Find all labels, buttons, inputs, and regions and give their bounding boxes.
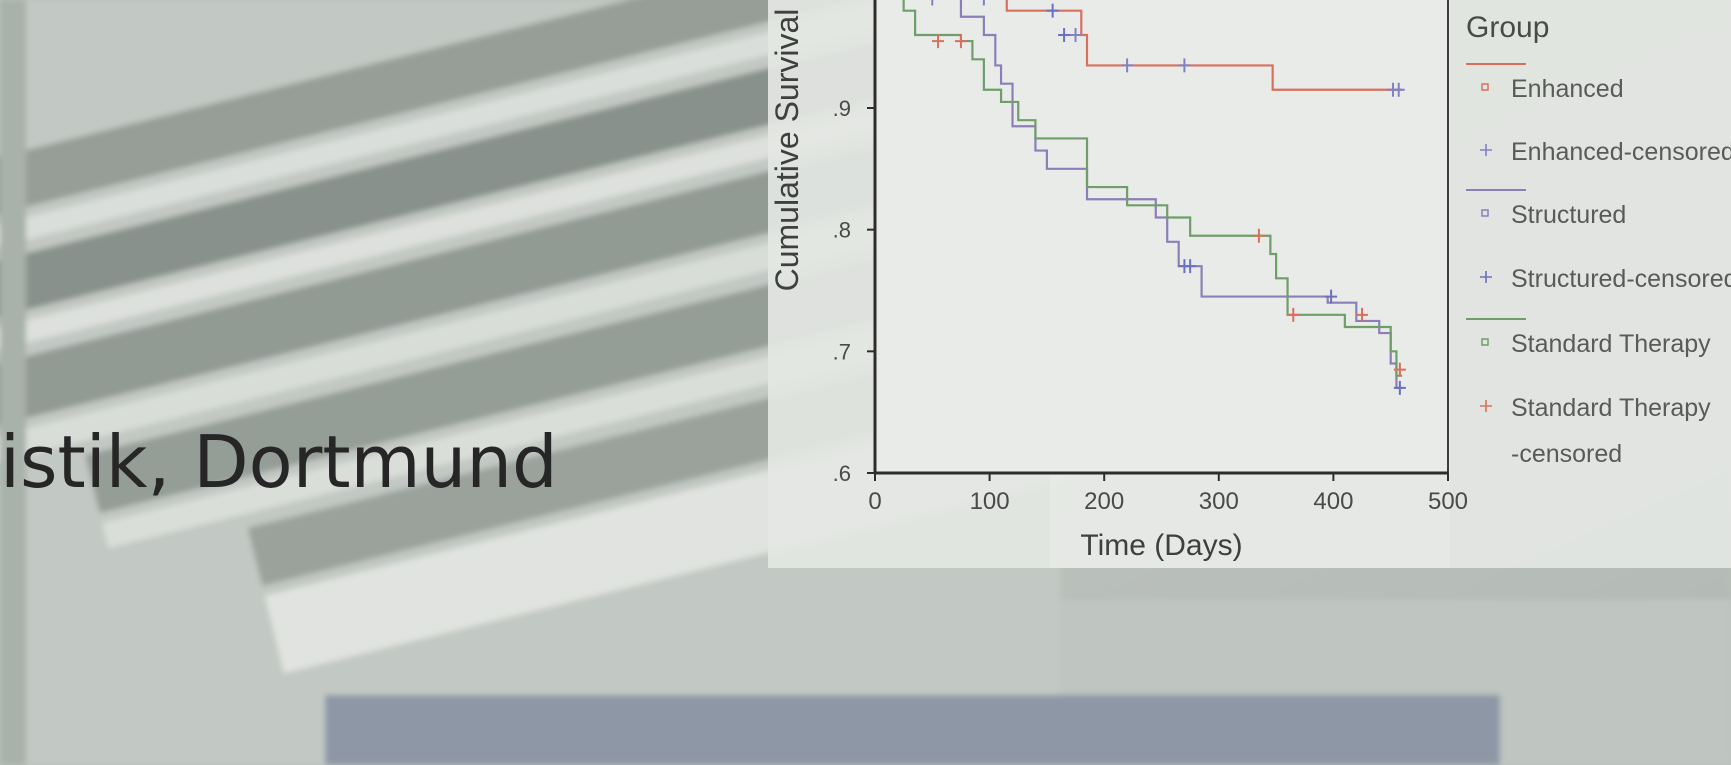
censored-mark-standard-therapy — [954, 34, 967, 49]
legend-label: Enhanced — [1511, 75, 1624, 103]
legend-label: Structured-censored — [1511, 265, 1731, 293]
censored-mark-enhanced — [931, 0, 934, 6]
censored-mark-structured — [1184, 259, 1197, 274]
legend-marker-square — [1481, 209, 1489, 217]
censored-mark-enhanced — [1069, 28, 1082, 42]
censored-mark-structured — [1046, 3, 1059, 18]
legend-marker-plus — [1480, 400, 1492, 412]
legend-label: Enhanced-censored — [1511, 138, 1731, 166]
y-tick-label: .6 — [833, 461, 851, 486]
censored-mark-enhanced — [982, 0, 985, 6]
censored-mark-enhanced — [1178, 58, 1191, 73]
chart-legend: Group Enhanced Enhanced-censored Structured… — [1466, 11, 1731, 468]
censored-mark-standard-therapy — [932, 34, 945, 49]
censored-mark-structured — [1058, 28, 1071, 42]
censored-mark-enhanced — [1392, 82, 1405, 97]
censored-mark-structured — [1325, 289, 1338, 304]
x-tick-label: 0 — [868, 488, 881, 515]
censored-mark-standard-therapy — [1252, 228, 1265, 243]
y-tick-label: .9 — [833, 96, 851, 121]
y-tick-label: .7 — [833, 339, 851, 364]
plot-area — [874, 0, 1449, 474]
series-line-structured — [959, 0, 1403, 389]
censored-mark-standard-therapy — [1393, 362, 1406, 377]
legend-label: Structured — [1511, 201, 1626, 229]
x-axis-label: Time (Days) — [1080, 529, 1242, 562]
y-tick-label: .8 — [833, 218, 851, 243]
legend-label: Standard Therapy — [1511, 394, 1711, 422]
censored-mark-enhanced — [1121, 58, 1134, 73]
legend-marker-plus — [1480, 144, 1492, 156]
legend-title: Group — [1466, 11, 1549, 44]
y-axis-label: Cumulative Survival — [769, 9, 805, 292]
legend-label: Standard Therapy — [1511, 330, 1711, 358]
x-tick-label: 100 — [970, 488, 1010, 515]
censored-mark-standard-therapy — [1287, 307, 1300, 322]
legend-marker-plus — [1480, 271, 1492, 283]
x-tick-label: 400 — [1313, 488, 1353, 515]
legend-marker-square — [1481, 338, 1489, 346]
censored-mark-structured — [1393, 380, 1406, 395]
survival-plot: .6 .7 .8 .9 0 100 200 300 400 500 Time (Days) Cumul… — [769, 0, 1468, 562]
x-tick-label: 500 — [1428, 488, 1468, 515]
legend-label-continued: -censored — [1511, 440, 1622, 468]
x-tick-label: 300 — [1199, 488, 1239, 515]
x-tick-label: 200 — [1084, 488, 1124, 515]
legend-marker-square — [1481, 83, 1489, 91]
slide-heading: istik, Dortmund — [0, 420, 558, 504]
censored-mark-standard-therapy — [1356, 307, 1369, 322]
